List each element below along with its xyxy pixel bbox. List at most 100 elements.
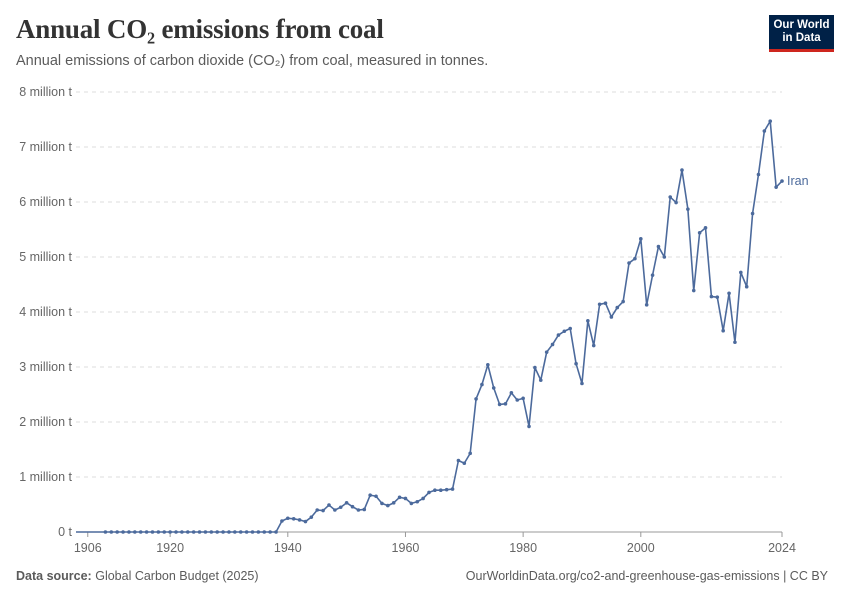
data-source-value[interactable]: Global Carbon Budget (2025)	[95, 569, 259, 583]
data-point[interactable]	[544, 350, 549, 354]
data-point[interactable]	[350, 504, 355, 509]
data-point[interactable]	[391, 501, 396, 505]
data-point[interactable]	[215, 530, 219, 534]
data-point[interactable]	[509, 391, 514, 395]
data-point[interactable]	[421, 496, 425, 501]
data-point[interactable]	[380, 501, 384, 506]
data-point[interactable]	[621, 299, 625, 304]
data-point[interactable]	[191, 530, 196, 534]
data-point[interactable]	[668, 195, 673, 199]
data-point[interactable]	[580, 381, 584, 386]
data-point[interactable]	[286, 516, 290, 521]
data-point[interactable]	[574, 361, 578, 366]
data-point[interactable]	[109, 530, 114, 534]
data-point[interactable]	[174, 530, 178, 534]
data-point[interactable]	[568, 326, 572, 331]
data-point[interactable]	[309, 515, 314, 519]
data-point[interactable]	[486, 363, 490, 367]
data-point[interactable]	[150, 530, 155, 534]
data-point[interactable]	[462, 461, 467, 466]
data-point[interactable]	[491, 386, 496, 390]
series-line-iran[interactable]	[76, 120, 783, 533]
data-point[interactable]	[644, 303, 649, 307]
data-point[interactable]	[362, 507, 367, 512]
data-point[interactable]	[274, 530, 278, 534]
data-point[interactable]	[280, 519, 284, 523]
data-point[interactable]	[603, 301, 608, 306]
data-point[interactable]	[185, 530, 190, 534]
data-point[interactable]	[127, 530, 131, 534]
data-point[interactable]	[327, 503, 331, 507]
data-point[interactable]	[221, 530, 225, 534]
data-point[interactable]	[321, 508, 325, 513]
data-point[interactable]	[133, 530, 137, 534]
data-point[interactable]	[315, 508, 320, 512]
data-point[interactable]	[168, 530, 172, 534]
data-point[interactable]	[615, 305, 620, 310]
data-point[interactable]	[562, 329, 567, 334]
data-point[interactable]	[250, 530, 255, 534]
data-point[interactable]	[244, 530, 249, 534]
data-point[interactable]	[750, 211, 755, 216]
data-point[interactable]	[697, 231, 702, 235]
data-point[interactable]	[662, 255, 667, 259]
data-point[interactable]	[727, 291, 731, 296]
data-point[interactable]	[333, 508, 337, 512]
data-point[interactable]	[103, 530, 108, 534]
data-point[interactable]	[639, 237, 643, 241]
data-point[interactable]	[597, 302, 602, 307]
data-point[interactable]	[703, 226, 708, 230]
data-point[interactable]	[627, 261, 631, 265]
data-point[interactable]	[739, 270, 743, 275]
data-point[interactable]	[633, 256, 637, 261]
data-point[interactable]	[474, 397, 478, 401]
data-point[interactable]	[721, 328, 725, 333]
data-point[interactable]	[744, 284, 749, 289]
data-point[interactable]	[515, 398, 520, 402]
data-point[interactable]	[338, 505, 343, 510]
data-point[interactable]	[397, 495, 402, 500]
data-point[interactable]	[438, 488, 443, 493]
data-point[interactable]	[503, 402, 508, 406]
data-point[interactable]	[262, 530, 267, 534]
data-point[interactable]	[409, 501, 414, 506]
data-point[interactable]	[550, 342, 555, 347]
data-point[interactable]	[227, 530, 231, 534]
data-point[interactable]	[497, 402, 502, 407]
data-point[interactable]	[556, 333, 561, 337]
data-point[interactable]	[674, 200, 678, 205]
data-point[interactable]	[256, 530, 261, 534]
data-point[interactable]	[203, 530, 208, 534]
data-point[interactable]	[609, 315, 614, 319]
data-point[interactable]	[680, 168, 684, 172]
data-point[interactable]	[197, 530, 202, 534]
data-point[interactable]	[538, 378, 543, 383]
data-point[interactable]	[121, 530, 125, 534]
data-point[interactable]	[303, 519, 308, 524]
data-point[interactable]	[356, 508, 361, 512]
data-point[interactable]	[415, 499, 420, 504]
owid-logo[interactable]: Our World in Data	[769, 15, 834, 52]
data-point[interactable]	[209, 530, 214, 534]
data-point[interactable]	[686, 207, 690, 211]
data-point[interactable]	[780, 179, 784, 183]
data-point[interactable]	[433, 488, 437, 493]
data-point[interactable]	[468, 451, 472, 456]
data-point[interactable]	[591, 343, 596, 348]
data-point[interactable]	[297, 518, 302, 522]
data-point[interactable]	[768, 119, 773, 123]
credit-link[interactable]: OurWorldinData.org/co2-and-greenhouse-ga…	[465, 569, 828, 583]
data-point[interactable]	[586, 319, 590, 323]
data-point[interactable]	[527, 424, 531, 429]
data-point[interactable]	[756, 172, 761, 177]
data-point[interactable]	[156, 530, 161, 534]
data-point[interactable]	[762, 129, 767, 133]
data-point[interactable]	[374, 494, 378, 499]
data-point[interactable]	[291, 517, 296, 521]
data-point[interactable]	[233, 530, 237, 534]
series-label-iran[interactable]: Iran	[787, 174, 809, 188]
data-point[interactable]	[521, 396, 525, 401]
data-point[interactable]	[238, 530, 243, 534]
data-point[interactable]	[115, 530, 119, 534]
